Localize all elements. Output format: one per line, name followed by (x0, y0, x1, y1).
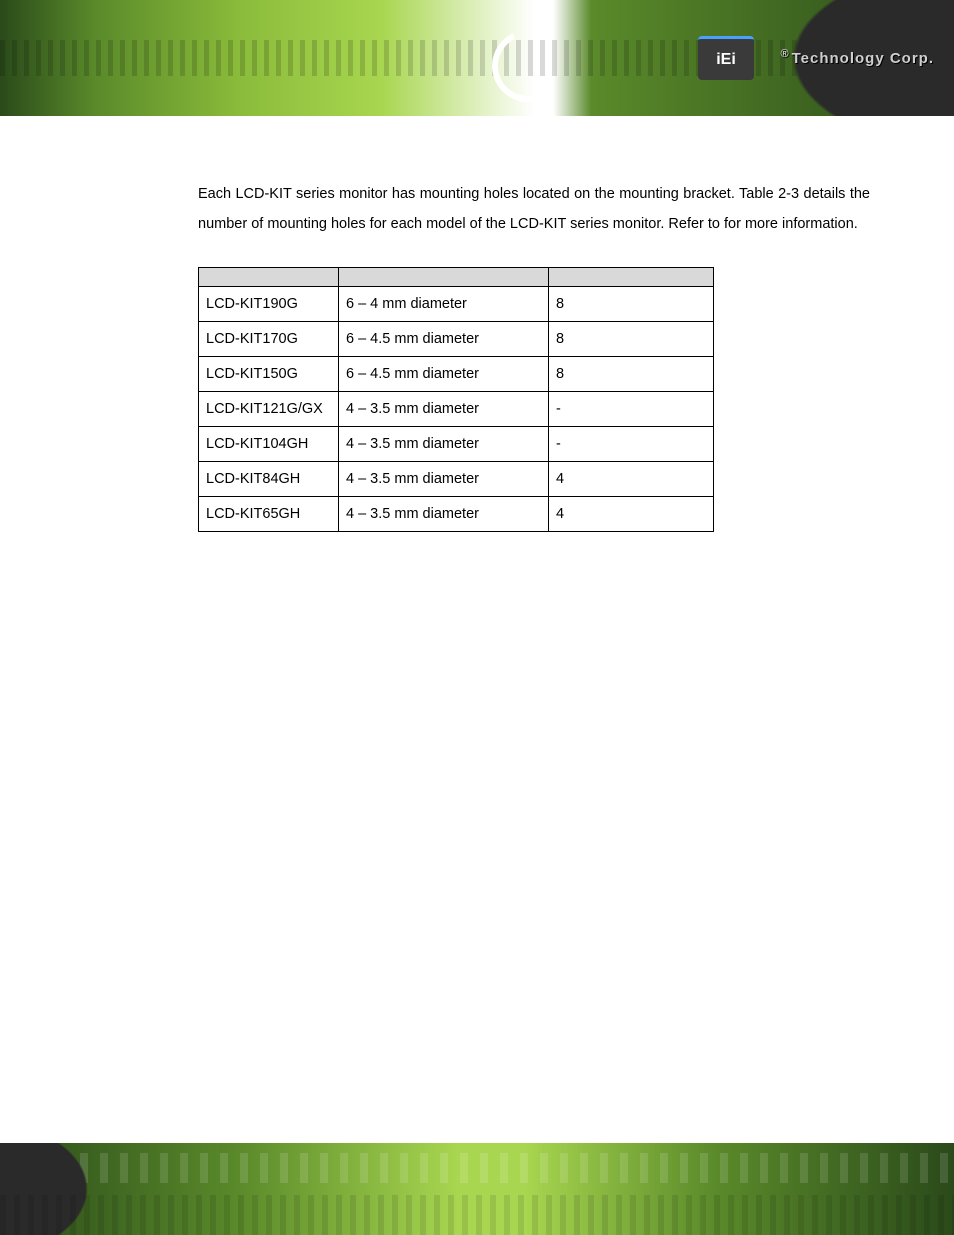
registered-icon: ® (781, 48, 790, 60)
cell-bracket: 4 – 3.5 mm diameter (339, 462, 549, 497)
cell-bracket: 4 – 3.5 mm diameter (339, 497, 549, 532)
table-header-bracket (339, 268, 549, 287)
cell-mounts: 8 (549, 357, 714, 392)
cell-bracket: 6 – 4.5 mm diameter (339, 322, 549, 357)
cell-mounts: 8 (549, 322, 714, 357)
table-header-row (199, 268, 714, 287)
table-row: LCD-KIT65GH 4 – 3.5 mm diameter 4 (199, 497, 714, 532)
mounting-holes-table: LCD-KIT190G 6 – 4 mm diameter 8 LCD-KIT1… (198, 267, 714, 532)
cell-bracket: 4 – 3.5 mm diameter (339, 427, 549, 462)
table-header-mounts (549, 268, 714, 287)
table-header-model (199, 268, 339, 287)
cell-bracket: 4 – 3.5 mm diameter (339, 392, 549, 427)
brand-tagline: ®Technology Corp. (781, 48, 935, 67)
cell-model: LCD-KIT104GH (199, 427, 339, 462)
header-banner: iEi ®Technology Corp. (0, 0, 954, 116)
cell-mounts: 4 (549, 497, 714, 532)
page-content: Each LCD-KIT series monitor has mounting… (0, 116, 954, 532)
table-row: LCD-KIT150G 6 – 4.5 mm diameter 8 (199, 357, 714, 392)
brand-logo: iEi (698, 36, 754, 80)
cell-mounts: - (549, 392, 714, 427)
cell-model: LCD-KIT84GH (199, 462, 339, 497)
cell-model: LCD-KIT150G (199, 357, 339, 392)
cell-mounts: - (549, 427, 714, 462)
cell-bracket: 6 – 4 mm diameter (339, 287, 549, 322)
table-row: LCD-KIT84GH 4 – 3.5 mm diameter 4 (199, 462, 714, 497)
table-row: LCD-KIT190G 6 – 4 mm diameter 8 (199, 287, 714, 322)
footer-swoosh-decor (0, 1143, 200, 1235)
table-row: LCD-KIT170G 6 – 4.5 mm diameter 8 (199, 322, 714, 357)
footer-banner (0, 1143, 954, 1235)
cell-model: LCD-KIT170G (199, 322, 339, 357)
brand-logo-text: iEi (716, 51, 736, 69)
cell-model: LCD-KIT121G/GX (199, 392, 339, 427)
cell-model: LCD-KIT190G (199, 287, 339, 322)
table-row: LCD-KIT104GH 4 – 3.5 mm diameter - (199, 427, 714, 462)
cell-model: LCD-KIT65GH (199, 497, 339, 532)
cell-mounts: 8 (549, 287, 714, 322)
cell-bracket: 6 – 4.5 mm diameter (339, 357, 549, 392)
cell-mounts: 4 (549, 462, 714, 497)
brand-tagline-text: Technology Corp. (792, 50, 934, 67)
table-row: LCD-KIT121G/GX 4 – 3.5 mm diameter - (199, 392, 714, 427)
intro-paragraph: Each LCD-KIT series monitor has mounting… (198, 180, 870, 239)
